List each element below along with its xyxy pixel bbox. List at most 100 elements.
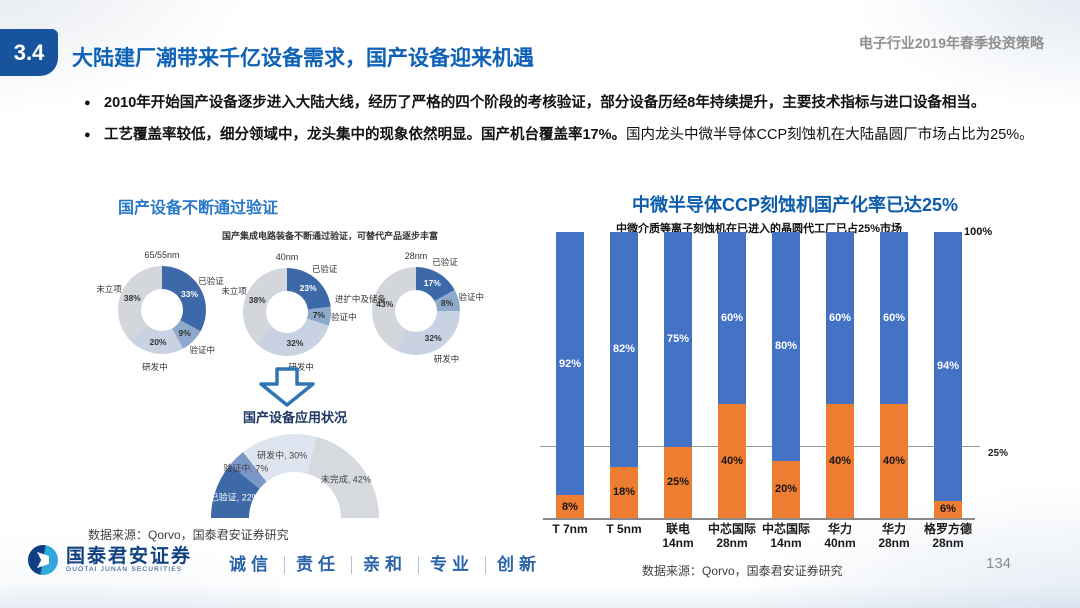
bar-segment-bottom: 8% <box>556 495 584 518</box>
donut-slice-label: 验证中 <box>189 345 216 356</box>
x-axis-label: 中芯国际14nm <box>761 522 810 550</box>
right-panel-heading: 中微半导体CCP刻蚀机国产化率已达25% <box>631 195 959 215</box>
bar-value-label: 40% <box>828 454 852 467</box>
bullet-list: ● 2010年开始国产设备逐步进入大陆大线，经历了严格的四个阶段的考核验证，部分… <box>84 92 1048 157</box>
stacked-bar: 82% 18% <box>610 232 638 518</box>
donut-slice-label: 进扩中及储备 <box>334 293 386 304</box>
donut-slice-value: 8% <box>440 298 454 309</box>
bar-segment-top: 82% <box>610 232 638 467</box>
bar-value-label: 40% <box>882 454 906 467</box>
donut-title: 65/55nm <box>144 250 180 260</box>
donut-slice-label: 研发中 <box>142 361 168 372</box>
bullet-normal-text: 国内龙头中微半导体CCP刻蚀机在大陆晶圆厂市场占比为25%。 <box>626 127 1034 144</box>
stacked-bar: 94% 6% <box>934 232 962 518</box>
bar-segment-top: 60% <box>826 232 854 404</box>
bar-value-label: 60% <box>882 311 906 324</box>
logo-name-en: GUOTAI JUNAN SECURITIES <box>66 566 183 573</box>
bar-column: 80% 20% <box>759 232 813 518</box>
x-axis-label: 格罗方德28nm <box>923 522 972 550</box>
left-panel-heading: 国产设备不断通过验证 <box>118 200 279 217</box>
bullet-marker-icon: ● <box>84 129 91 142</box>
bar-segment-top: 92% <box>556 232 584 496</box>
bullet-text: 2010年开始国产设备逐步进入大陆大线，经历了严格的四个阶段的考核验证，部分设备… <box>104 92 985 115</box>
donut-slice-value: 32% <box>286 337 304 348</box>
donut-slice-label: 已验证 <box>198 275 224 286</box>
bar-column: 60% 40% <box>705 232 759 518</box>
stacked-bar: 60% 40% <box>718 232 746 518</box>
x-axis-label: T 7nm <box>552 522 588 536</box>
bar-segment-top: 80% <box>772 232 800 461</box>
slogan-word: 诚信 <box>229 554 273 574</box>
bar-value-label: 8% <box>562 500 578 513</box>
stacked-bar: 80% 20% <box>772 232 800 518</box>
x-axis-label: T 5nm <box>606 522 642 536</box>
guotai-junan-logo-icon <box>28 545 58 575</box>
page-number: 134 <box>986 555 1012 572</box>
x-axis-label: 联电14nm <box>662 522 694 550</box>
slogan-word: 责任 <box>284 555 351 575</box>
half-donut-slice-label: 未完成, 42% <box>320 474 371 485</box>
bar-value-label: 75% <box>666 333 690 346</box>
bar-segment-top: 94% <box>934 232 962 501</box>
source-note-right: 数据来源：Qorvo，国泰君安证券研究 <box>642 564 843 578</box>
donut-slice-value: 38% <box>123 293 141 304</box>
half-donut-slice-label: 研发中, 30% <box>257 450 308 461</box>
donut-slice-value: 20% <box>149 336 167 347</box>
slogan-word: 专业 <box>418 555 485 575</box>
source-note-left: 数据来源：Qorvo，国泰君安证券研究 <box>88 528 289 542</box>
bar-segment-bottom: 40% <box>880 403 908 518</box>
slogan-word: 创新 <box>485 555 552 575</box>
bullet-bold-text: 2010年开始国产设备逐步进入大陆大线，经历了严格的四个阶段的考核验证，部分设备… <box>104 95 986 111</box>
donut-chart-65-55nm: 65/55nm 33% 已验证 9% 验证中 20% 研发中 38% 未立项 <box>96 250 224 372</box>
bar-column: 60% 40% <box>813 232 867 518</box>
donut-title: 40nm <box>275 252 299 262</box>
section-number-badge: 3.4 <box>0 29 58 76</box>
bar-value-label: 80% <box>774 340 798 353</box>
bar-value-label: 94% <box>936 360 960 373</box>
donut-hole <box>395 290 437 332</box>
bar-value-label: 82% <box>612 343 636 356</box>
donut-slice-label: 验证中 <box>330 312 357 323</box>
stacked-bar: 60% 40% <box>880 232 908 518</box>
bar-column: 75% 25% <box>651 232 705 518</box>
bar-segment-bottom: 18% <box>610 466 638 518</box>
x-axis-labels: T 7nm T 5nm 联电14nm 中芯国际28nm 中芯国际14nm 华力40nm 华力… <box>543 522 975 551</box>
donut-slice-label: 研发中 <box>433 354 460 365</box>
donut-slice-value: 23% <box>299 282 317 293</box>
donut-slice-label: 未立项 <box>221 286 247 297</box>
gridline-label: 25% <box>988 448 1009 459</box>
half-donut-title: 国产设备应用状况 <box>242 410 347 425</box>
bar-segment-top: 60% <box>880 232 908 404</box>
donut-slice-value: 9% <box>178 327 191 338</box>
arrow-down-icon <box>258 367 316 407</box>
bullet-text: 工艺覆盖率较低，细分领域中，龙头集中的现象依然明显。国产机台覆盖率17%。国内龙… <box>104 124 1034 147</box>
stacked-bar-chart: 92% 8% 82% 18% 75% 25% 60% 40% 80% 20% 60% 40% 60% 40… <box>543 232 975 520</box>
bar-column: 94% 6% <box>921 232 975 518</box>
bar-value-label: 20% <box>774 483 798 496</box>
bar-value-label: 40% <box>720 454 744 467</box>
slide-title: 大陆建厂潮带来千亿设备需求，国产设备迎来机遇 <box>72 47 534 70</box>
donut-slice-label: 研发中 <box>288 362 314 373</box>
bar-segment-bottom: 40% <box>826 403 854 518</box>
donut-chart-40nm: 40nm 23% 已验证 7% 验证中 32% 研发中 38% 未立项 <box>221 252 356 372</box>
donut-hole <box>266 291 308 333</box>
bar-column: 60% 40% <box>867 232 921 518</box>
donut-hole <box>141 289 183 331</box>
bar-segment-top: 60% <box>718 232 746 404</box>
donut-slice-value: 43% <box>376 299 394 310</box>
bullet-item: ● 工艺覆盖率较低，细分领域中，龙头集中的现象依然明显。国产机台覆盖率17%。国… <box>84 124 1048 147</box>
gridline-25pct <box>540 446 980 447</box>
stacked-bar: 75% 25% <box>664 232 692 518</box>
half-donut-chart: 已验证, 22% 验证中, 7% 研发中, 30% 未完成, 42% <box>211 434 379 519</box>
x-axis-label: 中芯国际28nm <box>707 522 756 550</box>
bar-value-label: 25% <box>666 476 690 489</box>
report-title: 电子行业2019年春季投资策略 <box>858 35 1044 51</box>
bar-segment-top: 75% <box>664 232 692 447</box>
donut-slice-value: 38% <box>248 295 266 306</box>
x-axis-label: 华力40nm <box>824 522 856 550</box>
company-logo: 国泰君安证券 GUOTAI JUNAN SECURITIES <box>28 545 192 575</box>
donut-slice-value: 33% <box>181 288 199 299</box>
bar-column: 82% 18% <box>597 232 651 518</box>
donut-chart-title: 国产集成电路装备不断通过验证，可替代产品逐步丰富 <box>221 231 438 241</box>
